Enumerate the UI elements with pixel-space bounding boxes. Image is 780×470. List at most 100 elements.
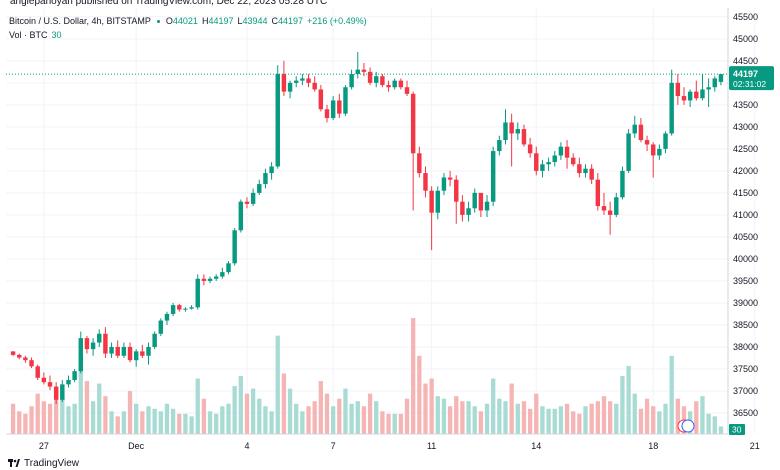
price-tick-label: 45000	[733, 34, 758, 44]
candle	[429, 186, 434, 251]
candle	[133, 349, 139, 367]
volume-bar	[491, 378, 496, 434]
volume-bar	[164, 403, 170, 434]
volume-bar	[337, 398, 342, 434]
candle-body	[361, 69, 367, 72]
event-marker-ring	[681, 419, 695, 433]
candle	[558, 142, 564, 160]
candle-body	[601, 206, 607, 211]
candle-body	[423, 173, 428, 191]
candle	[681, 87, 687, 105]
candle-body	[540, 164, 545, 171]
volume-bar	[620, 376, 625, 434]
candle-body	[53, 386, 59, 400]
candle-body	[669, 82, 674, 134]
candle	[601, 192, 607, 215]
candle-body	[66, 379, 71, 385]
candle	[700, 74, 705, 101]
candle	[269, 162, 274, 180]
candle-body	[595, 179, 601, 207]
candle-body	[577, 164, 582, 174]
candle-body	[410, 93, 416, 154]
volume-bar	[478, 411, 484, 434]
volume-bar	[275, 335, 280, 434]
volume-bar	[152, 408, 157, 434]
candle-body	[103, 333, 108, 354]
candle	[152, 331, 157, 350]
candle-body	[503, 122, 508, 141]
volume-bar	[644, 398, 650, 434]
volume-bar	[134, 403, 139, 434]
volume-tag	[729, 424, 745, 435]
candle	[484, 195, 490, 218]
candle-body	[675, 82, 681, 97]
candle-body	[429, 190, 434, 213]
candle-body	[337, 100, 342, 114]
candle-body	[35, 366, 40, 378]
symbol-label[interactable]: Bitcoin / U.S. Dollar, 4h, BITSTAMP	[9, 16, 151, 26]
candle-body	[207, 278, 213, 281]
candle-body	[78, 338, 84, 372]
volume-bar	[423, 383, 428, 434]
volume-bar	[121, 411, 127, 434]
candle-body	[146, 346, 151, 356]
volume-bar	[97, 383, 102, 434]
volume-bar	[140, 411, 145, 434]
volume-bar	[294, 403, 299, 434]
price-tick-label: 41500	[733, 188, 758, 198]
volume-bar	[718, 426, 724, 434]
candle	[447, 170, 453, 187]
candle-body	[521, 129, 527, 145]
volume-label[interactable]: Vol · BTC	[9, 30, 48, 40]
volume-bar	[429, 378, 434, 434]
candle	[35, 364, 40, 380]
tradingview-brand[interactable]: TradingView	[24, 457, 80, 469]
volume-tag-label: 30	[732, 425, 742, 435]
volume-bar	[214, 413, 219, 434]
time-tick-label: 4	[244, 441, 249, 451]
ohlc-change: +216 (+0.49%)	[307, 16, 367, 26]
candle	[127, 342, 133, 363]
candle-body	[607, 210, 613, 215]
candle-body	[718, 74, 724, 82]
candle-body	[121, 346, 127, 356]
grid-lines	[6, 8, 756, 434]
volume-bar	[447, 406, 453, 434]
candle-body	[589, 168, 594, 180]
price-tick-label: 42000	[733, 166, 758, 176]
price-tick-label: 38500	[733, 320, 758, 330]
volume-bar	[300, 411, 305, 434]
volume-bar	[392, 413, 397, 434]
candle	[620, 166, 625, 200]
candle	[238, 199, 244, 233]
volume-bar	[589, 403, 594, 434]
candle	[534, 146, 539, 176]
candle	[41, 372, 47, 385]
candle	[263, 168, 268, 189]
volume-value: 30	[51, 30, 62, 40]
volume-bar	[170, 408, 176, 434]
volume-bar	[244, 393, 250, 434]
volume-bar	[367, 393, 373, 434]
candle	[170, 302, 176, 317]
candle	[232, 228, 237, 266]
volume-bar	[109, 411, 114, 434]
volume-bar	[54, 391, 59, 434]
candle-body	[620, 170, 625, 198]
volume-bar	[207, 411, 213, 434]
volume-bar	[10, 403, 16, 434]
volume-bar	[35, 393, 40, 434]
candle-body	[552, 155, 557, 163]
market-status-dot	[156, 19, 160, 23]
volume-bar	[60, 398, 65, 434]
candle	[657, 144, 662, 160]
candle	[257, 179, 262, 196]
candle-body	[417, 153, 422, 174]
volume-bar	[41, 401, 47, 434]
candle	[570, 153, 576, 167]
volume-bar	[527, 408, 533, 434]
candle	[84, 335, 90, 354]
candle	[324, 104, 330, 123]
candle-body	[250, 192, 256, 204]
